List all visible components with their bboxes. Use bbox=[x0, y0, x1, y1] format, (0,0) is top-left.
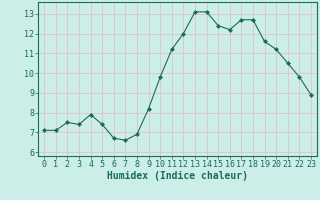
X-axis label: Humidex (Indice chaleur): Humidex (Indice chaleur) bbox=[107, 171, 248, 181]
